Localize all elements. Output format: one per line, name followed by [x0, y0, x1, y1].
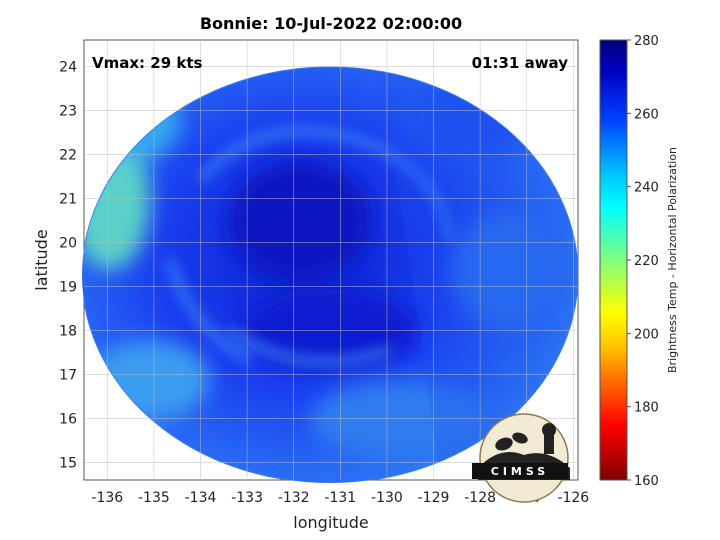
logo-text: CIMSS: [491, 465, 549, 478]
colorbar: [599, 39, 628, 481]
y-tick-label: 20: [59, 235, 77, 251]
x-tick-label: -130: [371, 490, 403, 506]
colorbar-tick-label: 200: [634, 327, 659, 342]
x-tick-label: -136: [91, 490, 123, 506]
colorbar-tick-label: 280: [634, 34, 659, 49]
map-title: Bonnie: 10-Jul-2022 02:00:00: [200, 14, 462, 33]
x-tick-label: -134: [185, 490, 217, 506]
x-tick-label: -135: [138, 490, 170, 506]
x-axis-label: longitude: [293, 513, 368, 532]
x-tick-label: -128: [464, 490, 496, 506]
y-tick-label: 18: [59, 323, 77, 339]
y-axis-label: latitude: [32, 229, 51, 290]
x-tick-label: -133: [231, 490, 263, 506]
y-tick-label: 24: [59, 59, 77, 75]
time-label: 01:31 away: [472, 54, 569, 72]
colorbar-label: Brightness Temp - Horizontal Polarizatio…: [666, 147, 679, 373]
y-tick-label: 15: [59, 455, 77, 471]
y-tick-label: 21: [59, 191, 77, 207]
y-tick-label: 22: [59, 147, 77, 163]
y-tick-label: 19: [59, 279, 77, 295]
vmax-label: Vmax: 29 kts: [92, 54, 202, 72]
cimss-logo: CIMSS: [472, 413, 570, 503]
x-tick-label: -131: [324, 490, 356, 506]
y-tick-labels: 15 16 17 18 19 20 21 22 23 24: [59, 59, 77, 471]
x-tick-labels: -136-135-134-133-132-131-130-129-128-127…: [91, 490, 589, 506]
colorbar-tick-label: 220: [634, 254, 659, 269]
colorbar-tick-label: 260: [634, 107, 659, 122]
x-tick-label: -129: [418, 490, 450, 506]
colorbar-tick-label: 180: [634, 401, 659, 416]
y-tick-label: 23: [59, 103, 77, 119]
y-tick-label: 16: [59, 411, 77, 427]
x-tick-label: -132: [278, 490, 310, 506]
gridlines: [84, 40, 578, 480]
colorbar-tick-label: 160: [634, 474, 659, 489]
y-tick-label: 17: [59, 367, 77, 383]
colorbar-tick-labels: 160 180 200 220 240 260 280: [627, 34, 659, 489]
x-tick-label: -126: [557, 490, 589, 506]
colorbar-tick-label: 240: [634, 181, 659, 196]
